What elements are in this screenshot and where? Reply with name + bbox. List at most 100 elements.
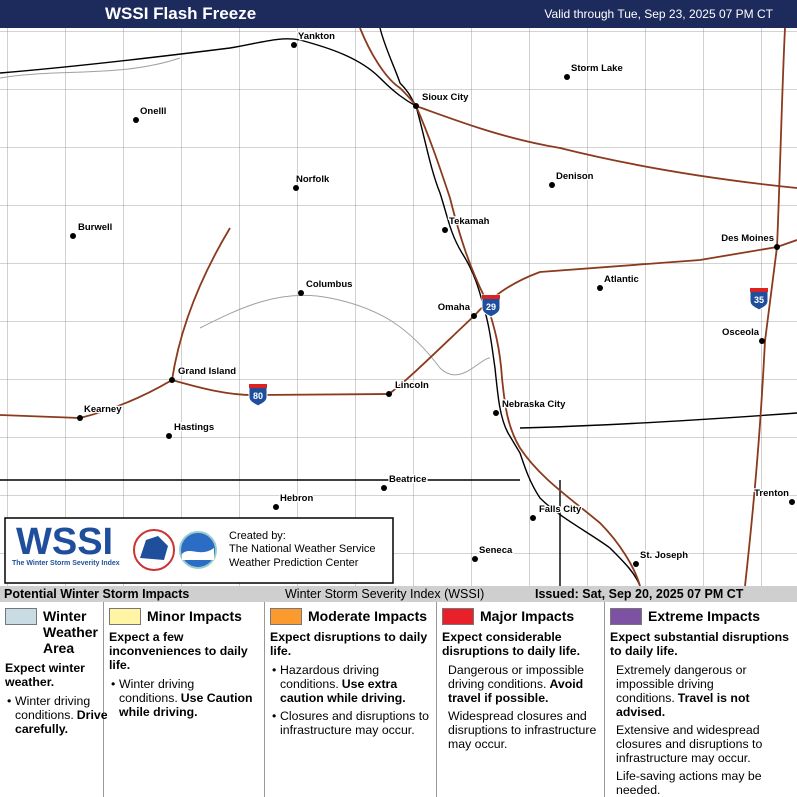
city-label: Osceola: [722, 327, 760, 338]
city-dot: [293, 185, 299, 191]
legend-title: Extreme Impacts: [648, 608, 761, 624]
city-dot: [493, 410, 499, 416]
city-label: Lincoln: [395, 380, 429, 391]
footer-left: Potential Winter Storm Impacts: [4, 587, 190, 601]
city-dot: [633, 561, 639, 567]
legend-headline: Expect a few inconveniences to daily lif…: [109, 630, 248, 672]
legend-title: Major Impacts: [480, 608, 575, 624]
legend-column: Moderate Impacts Expect disruptions to da…: [265, 602, 437, 797]
city-dot: [530, 515, 536, 521]
legend-headline: Expect disruptions to daily life.: [270, 630, 428, 658]
city-dot: [759, 338, 765, 344]
city-dot: [549, 182, 555, 188]
shield-number: 80: [253, 391, 263, 401]
shield: [749, 287, 769, 311]
legend-headline: Expect winter weather.: [5, 661, 85, 689]
city-label: Hastings: [174, 422, 214, 433]
legend-column: Winter Weather Area Expect winter weather…: [0, 602, 108, 797]
interstate-shields: 80 29 35: [248, 287, 769, 407]
city-label: Nebraska City: [502, 399, 566, 410]
shield-number: 35: [754, 295, 764, 305]
county-lines: [0, 28, 797, 586]
item-bold: Use Caution while driving.: [119, 691, 253, 719]
city-label: Tekamah: [449, 216, 490, 227]
shield-top: [249, 384, 267, 388]
issued-time: Issued: Sat, Sep 20, 2025 07 PM CT: [535, 587, 744, 601]
city-label: Storm Lake: [571, 63, 623, 74]
shield: [481, 294, 501, 318]
city-label: Kearney: [84, 404, 122, 415]
city-dot: [789, 499, 795, 505]
header: WSSI Flash Freeze Valid through Tue, Sep…: [0, 0, 797, 28]
shield-top: [750, 288, 768, 292]
item-text: Hazardous driving conditions.: [280, 663, 380, 691]
city-dot: [381, 485, 387, 491]
item-bold: Travel is not advised.: [616, 691, 750, 719]
valid-time: Valid through Tue, Sep 23, 2025 07 PM CT: [544, 7, 773, 21]
legend-item: Life-saving actions may be needed.: [616, 769, 793, 797]
cities: Yankton Sioux City Storm Lake Onelll Norfolk…: [70, 30, 795, 567]
city-label: St. Joseph: [640, 550, 688, 561]
item-bold: Use extra caution while driving.: [280, 677, 406, 705]
legend-item: Hazardous driving conditions.Use extra c…: [272, 663, 432, 705]
shield-number: 29: [486, 302, 496, 312]
created-by: Weather Prediction Center: [229, 557, 359, 569]
legend-title-row: Winter Weather Area: [5, 608, 99, 656]
legend-item: Extremely dangerous or impossible drivin…: [616, 663, 793, 719]
city-dot: [169, 377, 175, 383]
city-label: Burwell: [78, 222, 112, 233]
city-label: Seneca: [479, 545, 513, 556]
city-dot: [472, 556, 478, 562]
legend-title-row: Major Impacts: [442, 608, 600, 625]
created-by: The National Weather Service: [229, 543, 376, 555]
city-label: Sioux City: [422, 92, 469, 103]
city-dot: [273, 504, 279, 510]
legend-column: Major Impacts Expect considerable disrupt…: [437, 602, 605, 797]
item-text: Widespread closures and disruptions to i…: [448, 709, 597, 751]
legend-title-row: Extreme Impacts: [610, 608, 793, 625]
city-label: Atlantic: [604, 274, 639, 285]
item-text: Extremely dangerous or impossible drivin…: [616, 663, 747, 705]
legend-item: Widespread closures and disruptions to i…: [448, 709, 600, 751]
shield-top: [482, 295, 500, 299]
city-label: Onelll: [140, 106, 166, 117]
item-text: Dangerous or impossible driving conditio…: [448, 663, 585, 691]
item-text: Closures and disruptions to infrastructu…: [280, 709, 430, 737]
city-label: Beatrice: [389, 474, 427, 485]
legend-swatch: [270, 608, 302, 625]
city-label: Columbus: [306, 279, 352, 290]
city-dot: [442, 227, 448, 233]
item-text: Winter driving conditions.: [119, 677, 195, 705]
city-label: Denison: [556, 171, 594, 182]
city-dot: [597, 285, 603, 291]
city-dot: [564, 74, 570, 80]
noaa-logo: [179, 531, 217, 569]
city-label: Grand Island: [178, 366, 236, 377]
city-label: Norfolk: [296, 174, 330, 185]
city-dot: [133, 117, 139, 123]
noaa-wave: [182, 548, 214, 560]
city-dot: [298, 290, 304, 296]
legend-item: Closures and disruptions to infrastructu…: [272, 709, 432, 737]
city-dot: [166, 433, 172, 439]
legend-swatch: [610, 608, 642, 625]
city-label: Omaha: [438, 302, 471, 313]
city-dot: [471, 313, 477, 319]
city-dot: [386, 391, 392, 397]
nws-map-icon: [140, 536, 168, 560]
city-dot: [413, 103, 419, 109]
item-text: Winter driving conditions.: [15, 694, 91, 722]
logo-subtitle: The Winter Storm Severity Index: [12, 560, 120, 567]
legend-swatch: [442, 608, 474, 625]
city-label: Yankton: [298, 31, 335, 42]
item-text: Life-saving actions may be needed.: [616, 769, 762, 797]
legend-title: Moderate Impacts: [308, 608, 428, 624]
legend-item: Dangerous or impossible driving conditio…: [448, 663, 600, 705]
city-label: Trenton: [754, 488, 789, 499]
footer-center: Winter Storm Severity Index (WSSI): [285, 587, 485, 601]
legend-title-row: Moderate Impacts: [270, 608, 432, 625]
city-label: Falls City: [539, 504, 582, 515]
created-by: Created by:: [229, 530, 286, 542]
rivers: [0, 57, 491, 376]
